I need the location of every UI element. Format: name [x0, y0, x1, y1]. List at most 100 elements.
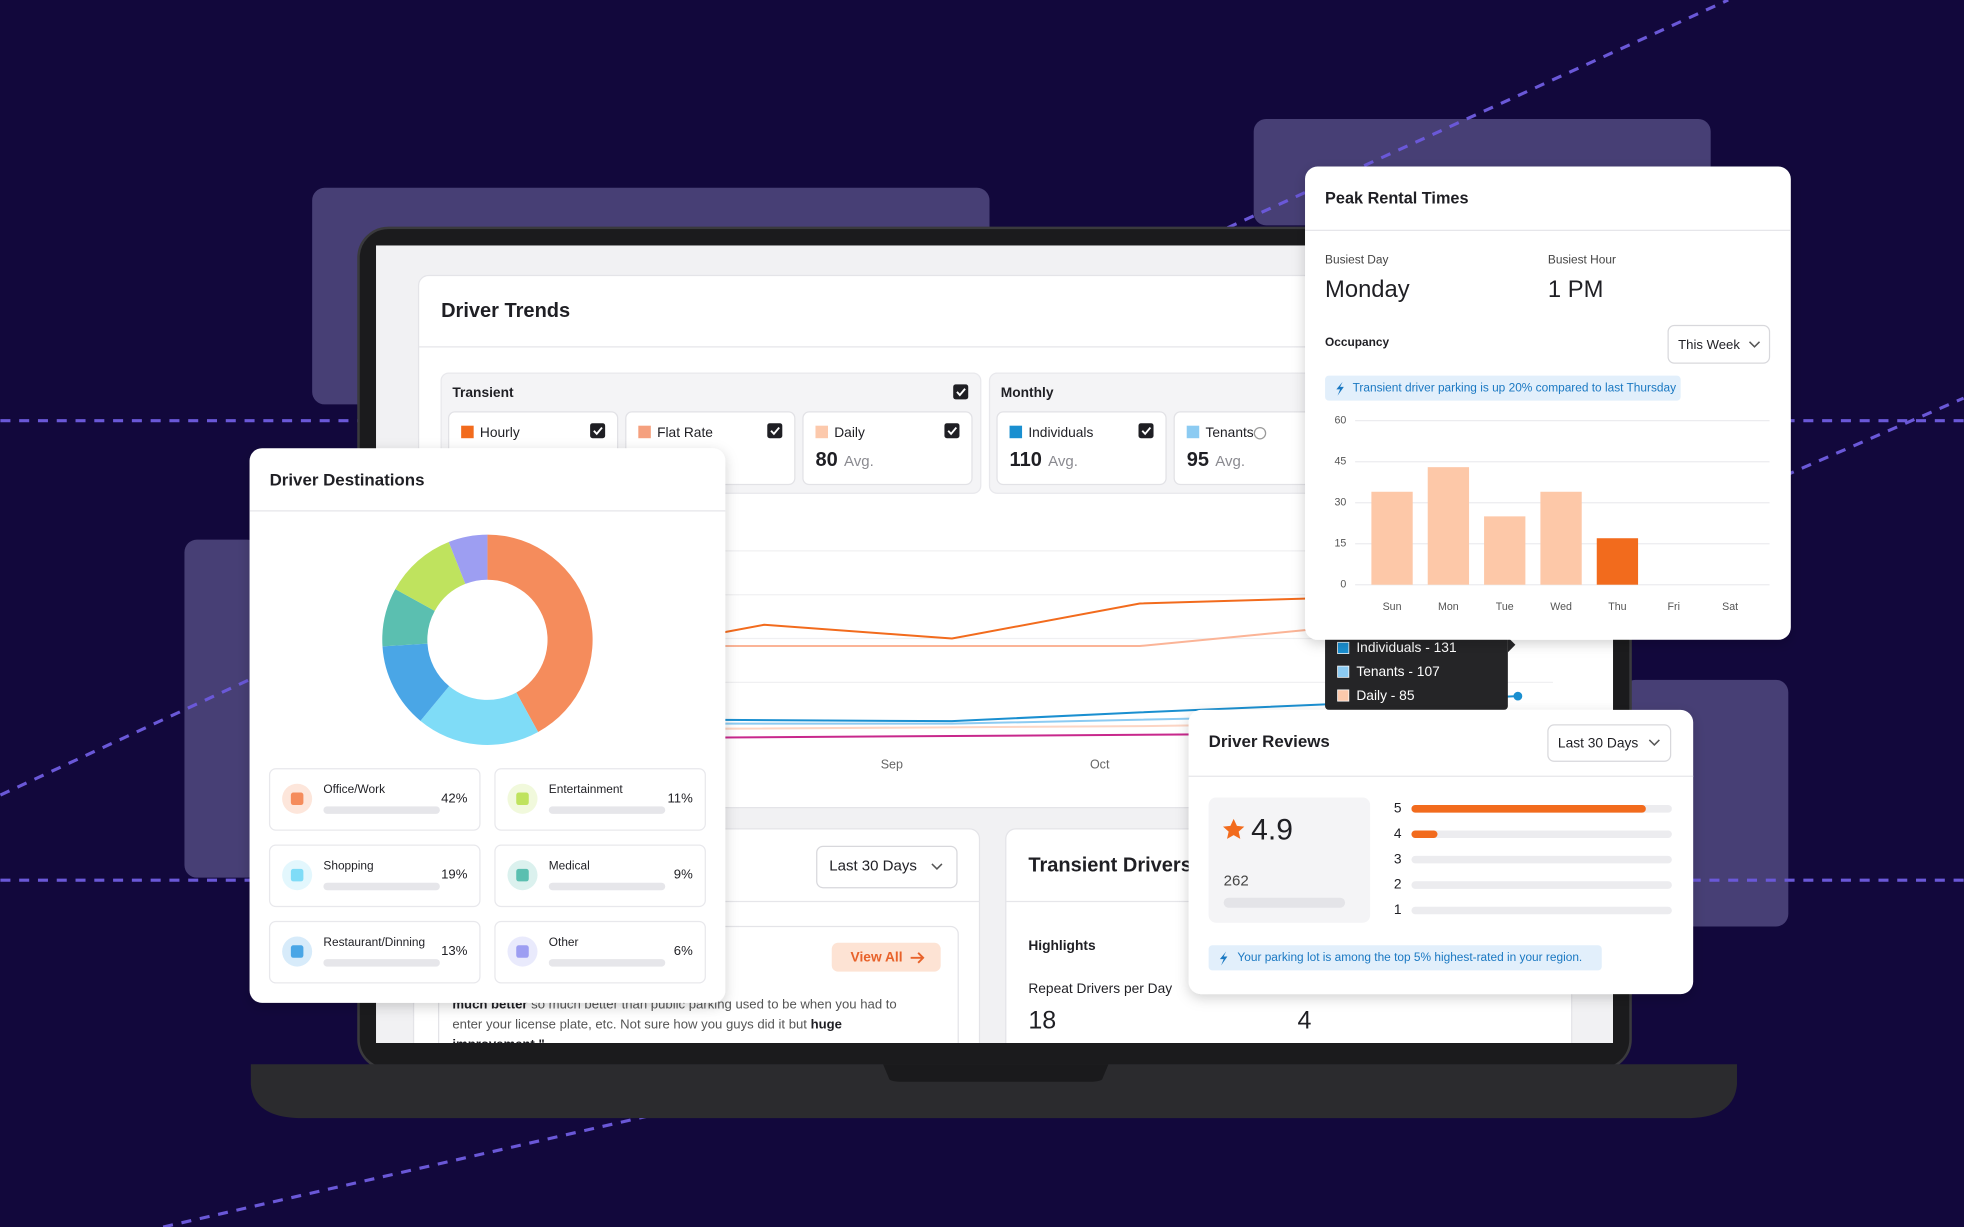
series-name: Flat Rate	[657, 425, 713, 440]
legend-label: Other	[549, 935, 579, 949]
bar-track	[1411, 830, 1672, 838]
checkbox	[767, 423, 783, 439]
banner-text: Transient driver parking is up 20% compa…	[1353, 380, 1676, 394]
bar	[1596, 538, 1639, 585]
tooltip-text: Daily - 85	[1356, 688, 1414, 703]
legend-track	[323, 882, 440, 891]
checkbox	[1138, 423, 1154, 439]
bolt-icon	[1336, 381, 1344, 396]
series-average: 80	[815, 449, 837, 471]
rating-level: 5	[1394, 800, 1402, 815]
laptop-notch-cut	[883, 1064, 1109, 1082]
rating-level: 1	[1394, 902, 1402, 917]
dropdown	[1667, 324, 1771, 364]
icon-glyph	[516, 792, 529, 806]
y-tick-label: 15	[1335, 538, 1347, 550]
legend-track	[323, 959, 440, 967]
legend-swatch	[815, 425, 828, 439]
check-icon	[770, 426, 780, 436]
group-label: Monthly	[1001, 385, 1054, 400]
dashed-line	[1226, 0, 1729, 230]
legend-tile	[494, 920, 706, 984]
value-label: 11%	[667, 790, 693, 805]
card	[1305, 166, 1791, 640]
trend-line	[723, 597, 1309, 640]
review-count: 262	[1224, 872, 1249, 889]
series-name: Tenants	[1205, 425, 1253, 440]
x-tick-label: Fri	[1668, 601, 1680, 613]
legend-swatch	[638, 425, 651, 439]
review-segment: enter your license plate, etc. Not sure …	[452, 1017, 810, 1032]
bolt-icon	[1219, 951, 1228, 966]
legend-label: Medical	[549, 859, 590, 873]
bar-track	[1411, 855, 1672, 864]
dropdown	[816, 845, 958, 889]
banner	[1208, 945, 1602, 971]
check-icon	[947, 426, 958, 436]
value-label: 9%	[674, 867, 693, 882]
pie-slice	[382, 643, 450, 721]
card-title: Driver Reviews	[1209, 732, 1330, 751]
backdrop-panel	[184, 539, 260, 878]
checkbox	[944, 423, 960, 439]
tooltip-text: Individuals - 131	[1356, 640, 1456, 655]
pie-slice	[487, 534, 593, 732]
check-icon	[1141, 426, 1152, 436]
legend-label: Restaurant/Dinning	[323, 935, 425, 949]
section-label: Occupancy	[1325, 335, 1389, 349]
rating-level: 2	[1394, 877, 1402, 892]
legend-tile	[268, 844, 481, 908]
pie-slice	[395, 542, 466, 611]
tooltip-text: Tenants - 107	[1356, 664, 1439, 679]
metric-value: 4	[1298, 1006, 1312, 1034]
bar	[1411, 830, 1438, 838]
series-name: Individuals	[1028, 425, 1093, 440]
dropdown-label: Last 30 Days	[1558, 735, 1638, 750]
button	[831, 942, 941, 972]
value-label: 42%	[441, 790, 468, 805]
dropdown-label: This Week	[1678, 337, 1740, 352]
pie-slice	[382, 589, 435, 647]
destinations-card: Driver Destinations Office/Work 42% Shoppin…	[249, 448, 726, 1003]
bar-track	[1411, 881, 1672, 889]
review-text: enter your license plate, etc. Not sure …	[452, 1017, 842, 1032]
review-segment: improvement."	[452, 1037, 544, 1052]
icon-glyph	[290, 792, 304, 806]
legend-label: Office/Work	[323, 782, 385, 796]
hover-dot	[1513, 691, 1523, 701]
x-tick-label: Thu	[1608, 601, 1626, 613]
chevron-icon	[1748, 341, 1761, 348]
rating-level: 4	[1394, 826, 1402, 841]
legend-tile	[268, 920, 481, 984]
stat-value: Monday	[1325, 276, 1410, 303]
group-label: Transient	[452, 385, 514, 400]
chevron-icon	[1648, 739, 1660, 747]
icon-glyph	[290, 868, 304, 882]
series-name: Hourly	[480, 425, 520, 440]
y-tick-label: 0	[1340, 579, 1346, 591]
rating-level: 3	[1394, 851, 1402, 866]
review-segment: huge	[811, 1017, 842, 1032]
legend-swatch	[461, 425, 474, 439]
card-title: Peak Rental Times	[1325, 189, 1468, 207]
legend-track	[548, 882, 666, 891]
arrow-icon	[910, 952, 925, 964]
legend-swatch	[1186, 425, 1200, 439]
banner	[1325, 375, 1681, 401]
bar	[1371, 491, 1413, 585]
x-axis-label: Sep	[881, 757, 903, 771]
pie-slice	[448, 534, 488, 584]
peak-card: Peak Rental Times Busiest Day Monday Busies…	[1305, 189, 1791, 613]
checkbox	[590, 423, 606, 439]
value-label: 13%	[441, 943, 468, 958]
metric-value: 18	[1028, 1006, 1056, 1034]
card-title: Driver Trends	[441, 300, 570, 322]
dropdown-label: Last 30 Days	[829, 857, 917, 874]
legend-track	[548, 806, 666, 814]
legend-track	[323, 806, 440, 814]
trend-line	[724, 628, 1309, 648]
legend-label: Entertainment	[549, 782, 624, 796]
y-tick-label: 60	[1335, 414, 1347, 426]
legend-swatch	[1337, 689, 1350, 702]
